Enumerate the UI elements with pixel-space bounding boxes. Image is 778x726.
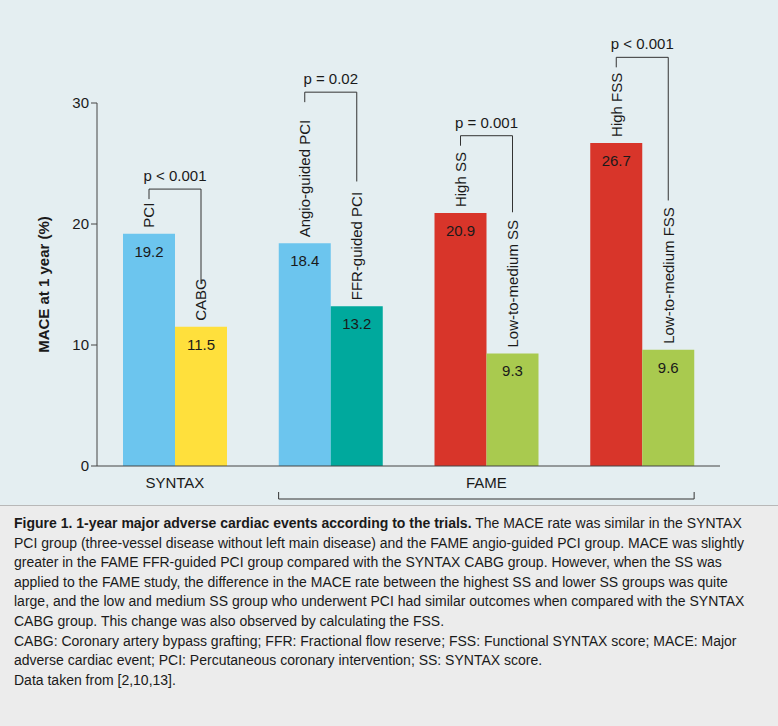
svg-text:High FSS: High FSS [608, 73, 625, 137]
svg-text:9.6: 9.6 [658, 359, 679, 376]
svg-text:20.9: 20.9 [446, 222, 475, 239]
svg-text:PCI: PCI [141, 203, 158, 228]
svg-text:FFR-guided PCI: FFR-guided PCI [348, 192, 365, 300]
svg-text:p < 0.001: p < 0.001 [144, 167, 207, 184]
svg-text:19.2: 19.2 [134, 243, 163, 260]
svg-text:CABG: CABG [193, 278, 210, 321]
svg-text:p < 0.001: p < 0.001 [611, 35, 674, 52]
svg-text:Low-to-medium SS: Low-to-medium SS [504, 220, 521, 348]
svg-text:18.4: 18.4 [290, 252, 319, 269]
svg-text:Low-to-medium FSS: Low-to-medium FSS [660, 207, 677, 344]
svg-text:11.5: 11.5 [187, 336, 215, 353]
svg-text:High SS: High SS [452, 152, 469, 207]
svg-text:SYNTAX: SYNTAX [145, 474, 204, 491]
svg-text:20: 20 [72, 215, 89, 232]
svg-text:26.7: 26.7 [602, 152, 631, 169]
svg-text:MACE at 1 year (%): MACE at 1 year (%) [35, 216, 52, 353]
svg-text:10: 10 [72, 336, 89, 353]
html-text:Data taken from [2,10,13].: Data taken from [2,10,13]. [14, 671, 176, 688]
html-text:Figure 1. 1-year major adverse: Figure 1. 1-year major adverse cardiac e… [14, 515, 745, 629]
html-text:CABG: Coronary artery bypass g: CABG: Coronary artery bypass grafting; F… [14, 632, 737, 669]
svg-text:FAME: FAME [466, 474, 507, 491]
svg-text:9.3: 9.3 [502, 362, 523, 379]
svg-text:0: 0 [81, 457, 89, 474]
svg-text:Angio-guided PCI: Angio-guided PCI [296, 120, 313, 238]
svg-text:p = 0.02: p = 0.02 [303, 70, 358, 87]
svg-text:30: 30 [72, 94, 89, 111]
svg-text:13.2: 13.2 [342, 315, 371, 332]
svg-text:p = 0.001: p = 0.001 [455, 114, 518, 131]
